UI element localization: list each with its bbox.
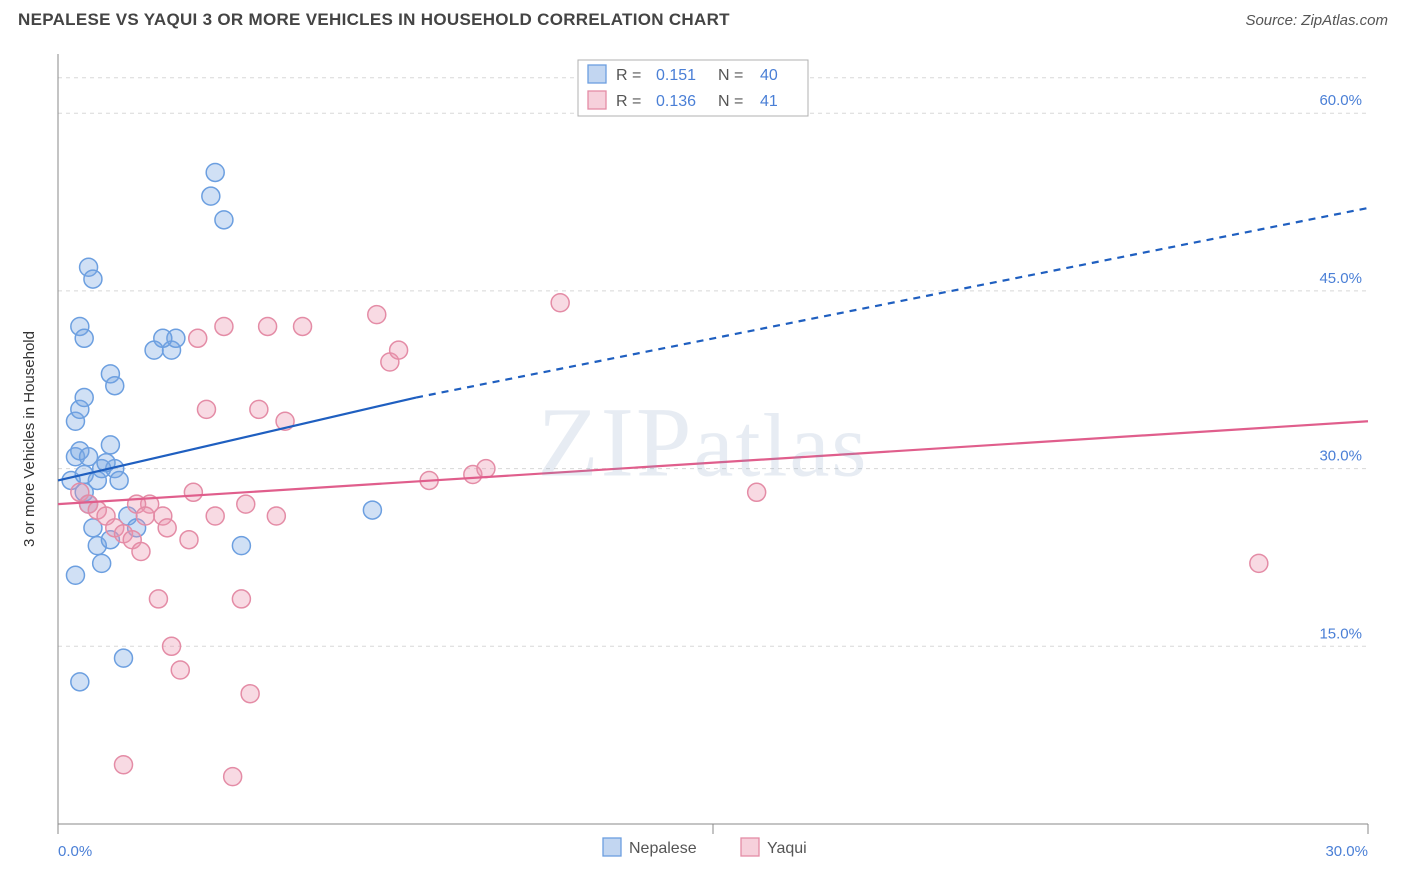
data-point [232, 590, 250, 608]
data-point [1250, 554, 1268, 572]
chart-title: NEPALESE VS YAQUI 3 OR MORE VEHICLES IN … [18, 10, 730, 30]
data-point [110, 471, 128, 489]
y-tick-label: 15.0% [1319, 625, 1362, 642]
y-tick-label: 30.0% [1319, 448, 1362, 465]
data-point [215, 211, 233, 229]
data-point [390, 341, 408, 359]
chart-container: 15.0% 30.0% 45.0% 60.0% 0.0% 30.0% 3 or more V… [18, 44, 1388, 874]
legend-r-label: R = [616, 93, 641, 110]
data-point [93, 554, 111, 572]
data-point [84, 270, 102, 288]
data-point [75, 389, 93, 407]
data-point [132, 543, 150, 561]
legend-series-label: Nepalese [629, 840, 697, 857]
legend-n-label: N = [718, 93, 743, 110]
y-tick-label: 45.0% [1319, 270, 1362, 287]
data-point [267, 507, 285, 525]
data-point [215, 317, 233, 335]
data-point [363, 501, 381, 519]
data-point [101, 436, 119, 454]
source-label: Source: ZipAtlas.com [1245, 12, 1388, 29]
legend-series-label: Yaqui [767, 840, 807, 857]
data-point [259, 317, 277, 335]
data-point [75, 329, 93, 347]
legend-swatch [741, 838, 759, 856]
y-axis-label: 3 or more Vehicles in Household [21, 331, 38, 547]
scatter-chart: 15.0% 30.0% 45.0% 60.0% 0.0% 30.0% 3 or more V… [18, 44, 1388, 874]
data-point [224, 768, 242, 786]
data-point [232, 537, 250, 555]
data-point [158, 519, 176, 537]
data-point [294, 317, 312, 335]
data-point [241, 685, 259, 703]
data-point [184, 483, 202, 501]
data-point [149, 590, 167, 608]
data-point [237, 495, 255, 513]
data-point [71, 673, 89, 691]
legend-swatch [603, 838, 621, 856]
y-tick-label: 60.0% [1319, 92, 1362, 109]
data-point [477, 460, 495, 478]
data-point [66, 566, 84, 584]
data-point [748, 483, 766, 501]
data-point [202, 187, 220, 205]
legend-swatch [588, 65, 606, 83]
data-point [250, 400, 268, 418]
legend-r-value: 0.136 [656, 93, 696, 110]
data-point [368, 306, 386, 324]
trend-line [58, 421, 1368, 504]
data-point [115, 649, 133, 667]
data-point [163, 637, 181, 655]
legend-r-label: R = [616, 67, 641, 84]
data-point [206, 507, 224, 525]
legend-r-value: 0.151 [656, 67, 696, 84]
data-point [551, 294, 569, 312]
data-point [154, 329, 172, 347]
data-point [136, 507, 154, 525]
legend-swatch [588, 91, 606, 109]
data-point [115, 756, 133, 774]
x-tick-label: 30.0% [1325, 843, 1368, 860]
legend-n-label: N = [718, 67, 743, 84]
data-point [180, 531, 198, 549]
data-point [197, 400, 215, 418]
x-tick-label: 0.0% [58, 843, 92, 860]
legend-n-value: 41 [760, 93, 778, 110]
data-point [106, 377, 124, 395]
data-point [189, 329, 207, 347]
legend-n-value: 40 [760, 67, 778, 84]
data-point [206, 163, 224, 181]
data-point [171, 661, 189, 679]
